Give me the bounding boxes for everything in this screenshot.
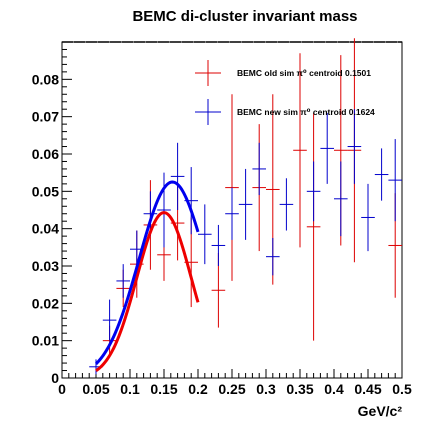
x-tick-label: 0.25 xyxy=(218,381,245,397)
tick-labels: 0 0.05 0.1 0.15 0.2 0.25 0.3 0.35 0.4 0.45 0.5 0 0.0… xyxy=(32,71,412,397)
data-point xyxy=(320,112,334,184)
data-point xyxy=(225,187,239,240)
y-tick-label: 0.08 xyxy=(32,71,59,87)
fit-curve xyxy=(95,211,200,372)
x-tick-label: 0.4 xyxy=(324,381,344,397)
legend-entry: BEMC new sim π⁰ centroid 0.1624 xyxy=(195,99,375,125)
y-tick-label: 0.01 xyxy=(32,333,59,349)
legend-label: BEMC new sim π⁰ centroid 0.1624 xyxy=(237,107,375,117)
data-point xyxy=(252,142,266,196)
x-tick-label: 0.5 xyxy=(392,381,412,397)
data-point xyxy=(306,112,321,341)
x-tick-label: 0.1 xyxy=(120,381,140,397)
data-point xyxy=(116,264,130,298)
data-point xyxy=(238,168,253,240)
x-tick-label: 0.45 xyxy=(354,381,381,397)
chart-title: BEMC di-cluster invariant mass xyxy=(132,8,357,25)
legend-label: BEMC old sim π⁰ centroid 0.1501 xyxy=(237,68,371,78)
y-tick-label: 0.05 xyxy=(32,183,59,199)
data-point xyxy=(293,53,307,248)
x-tick-label: 0.05 xyxy=(82,381,109,397)
y-tick-label: 0.07 xyxy=(32,109,59,125)
y-tick-label: 0 xyxy=(51,370,59,386)
legend-entry: BEMC old sim π⁰ centroid 0.1501 xyxy=(195,60,371,86)
data-point xyxy=(334,161,348,237)
y-tick-label: 0.04 xyxy=(32,221,59,237)
x-tick-label: 0.2 xyxy=(188,381,208,397)
series-new-sim xyxy=(89,109,402,375)
x-tick-label: 0.15 xyxy=(150,381,177,397)
data-point xyxy=(157,172,171,248)
data-point xyxy=(388,139,402,222)
data-point xyxy=(347,109,362,184)
data-point xyxy=(306,161,321,222)
data-point xyxy=(102,299,117,341)
y-tick-label: 0.03 xyxy=(32,258,59,274)
x-axis-label: GeV/c² xyxy=(358,403,403,419)
x-tick-label: 0 xyxy=(58,381,66,397)
data-point xyxy=(198,204,212,265)
data-point xyxy=(266,238,280,276)
x-tick-label: 0.35 xyxy=(286,381,313,397)
fit-curve xyxy=(94,180,200,365)
x-tick-label: 0.3 xyxy=(256,381,276,397)
y-tick-label: 0.02 xyxy=(32,295,59,311)
data-point xyxy=(361,183,375,252)
axis-ticks xyxy=(61,48,403,379)
legend: BEMC old sim π⁰ centroid 0.1501 BEMC new … xyxy=(195,60,375,125)
data-point xyxy=(170,142,185,210)
data-point xyxy=(211,224,226,266)
data-point xyxy=(279,178,294,231)
data-point xyxy=(374,148,389,201)
data-points xyxy=(89,38,402,375)
y-tick-label: 0.06 xyxy=(32,146,59,162)
fit-curves xyxy=(94,180,200,372)
